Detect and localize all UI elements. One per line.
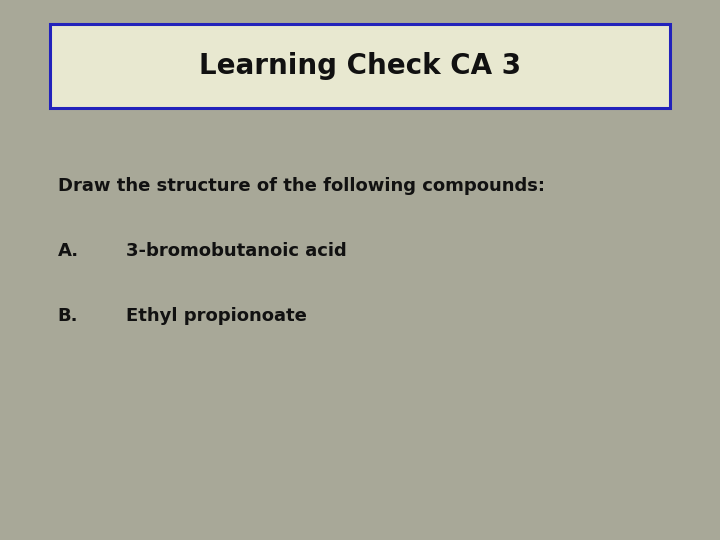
Text: Draw the structure of the following compounds:: Draw the structure of the following comp… [58,177,544,195]
Text: Ethyl propionoate: Ethyl propionoate [126,307,307,325]
Text: 3-bromobutanoic acid: 3-bromobutanoic acid [126,242,347,260]
Text: A.: A. [58,242,78,260]
Text: Learning Check CA 3: Learning Check CA 3 [199,52,521,80]
Text: B.: B. [58,307,78,325]
FancyBboxPatch shape [50,24,670,108]
